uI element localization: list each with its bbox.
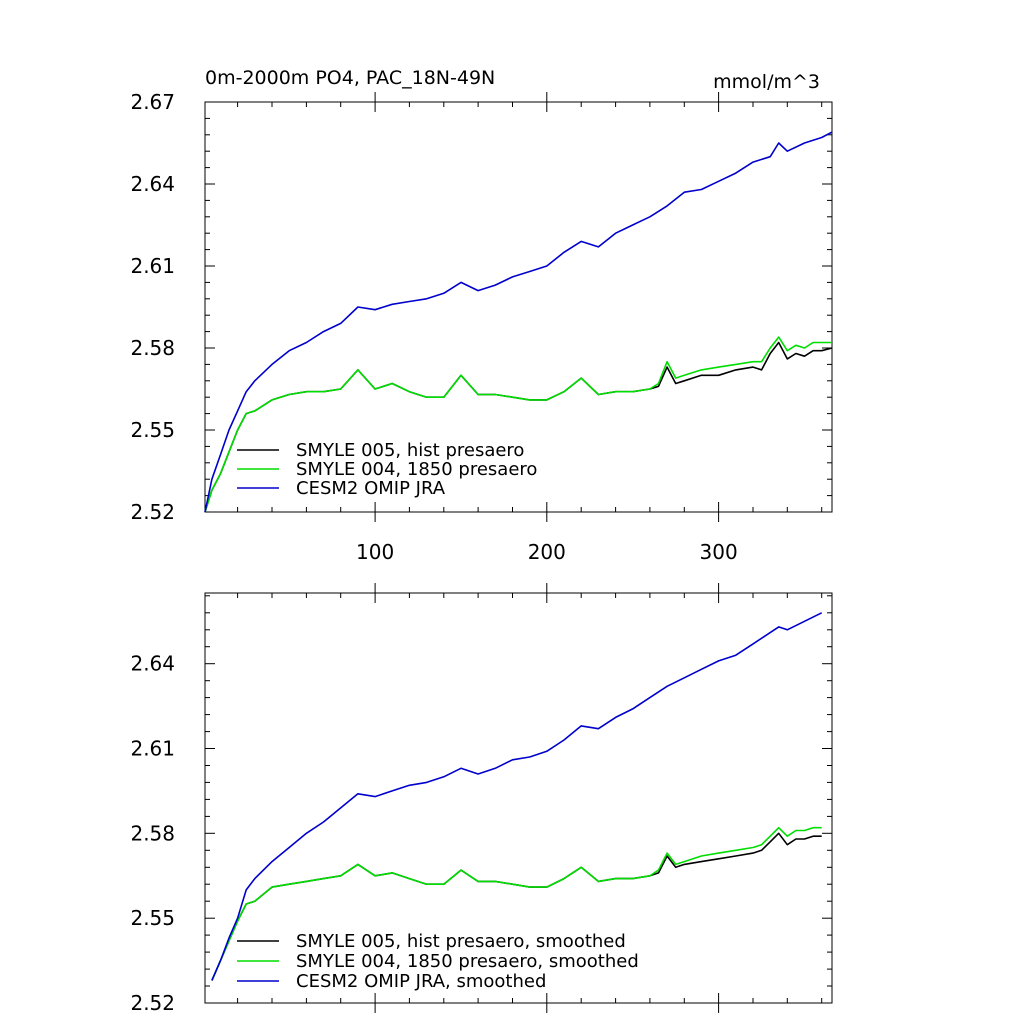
y-tick-label: 2.64: [130, 652, 175, 676]
legend-label-1: SMYLE 005, hist presaero: [296, 440, 524, 461]
y-tick-label: 2.52: [130, 500, 175, 524]
top-panel: 0m-2000m PO4, PAC_18N-49N mmol/m^3 100 20…: [130, 67, 833, 564]
legend-label-2: SMYLE 004, 1850 presaero: [296, 459, 537, 480]
y-tick-label: 2.58: [130, 336, 175, 360]
series-line-3: [211, 612, 823, 981]
legend-label-2: SMYLE 004, 1850 presaero, smoothed: [296, 951, 639, 972]
y-tick-label: 2.61: [130, 737, 175, 761]
y-tick-label: 2.52: [130, 991, 175, 1015]
y-tick-label: 2.55: [130, 906, 175, 930]
chart-title: 0m-2000m PO4, PAC_18N-49N: [205, 67, 495, 89]
plot-frame: [204, 592, 833, 1004]
bottom-panel: 2.52 2.55 2.58 2.61 2.64 SMYLE 005, hist pres…: [130, 583, 833, 1015]
legend-label-1: SMYLE 005, hist presaero, smoothed: [296, 931, 626, 952]
series-line-2: [211, 826, 822, 981]
x-tick-label: 200: [528, 540, 566, 564]
x-tick-label: 100: [356, 540, 394, 564]
units-label: mmol/m^3: [713, 71, 820, 93]
x-tick-label: 300: [700, 540, 738, 564]
y-tick-label: 2.61: [130, 254, 175, 278]
y-tick-label: 2.58: [130, 821, 175, 845]
y-tick-label: 2.64: [130, 172, 175, 196]
plot-frame: [204, 101, 833, 513]
y-tick-label: 2.67: [130, 90, 175, 114]
legend-label-3: CESM2 OMIP JRA: [296, 478, 446, 499]
series-line-3: [204, 131, 833, 513]
legend-label-3: CESM2 OMIP JRA, smoothed: [296, 971, 546, 992]
y-tick-label: 2.55: [130, 418, 175, 442]
series-line-2: [204, 336, 832, 513]
